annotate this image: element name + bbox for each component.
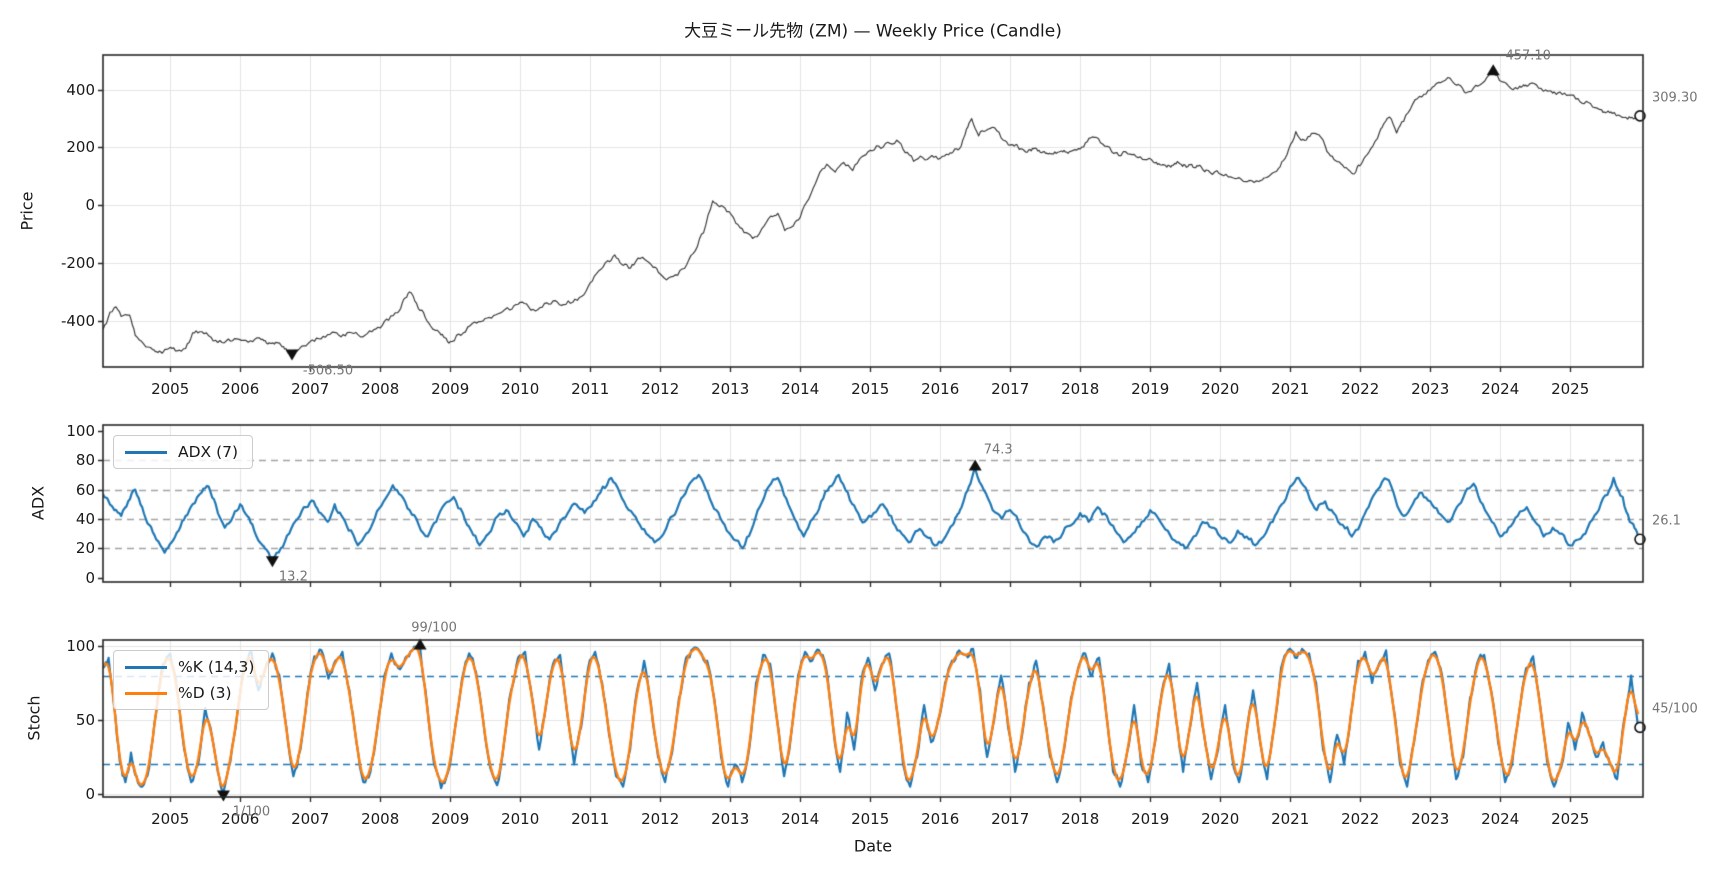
annotation-label: 309.30 xyxy=(1652,90,1698,106)
x-tick-label: 2025 xyxy=(1551,380,1590,398)
y-tick-label: 20 xyxy=(75,539,95,558)
y-tick-label: 40 xyxy=(75,509,95,528)
x-tick-label: 2017 xyxy=(991,810,1030,828)
x-tick-label: 2010 xyxy=(501,810,540,828)
stoch-d-legend-label: %D (3) xyxy=(178,684,232,702)
x-tick-label: 2012 xyxy=(641,380,680,398)
x-tick-label: 2006 xyxy=(221,380,260,398)
x-tick-label: 2023 xyxy=(1411,380,1450,398)
annotation-label: 74.3 xyxy=(983,442,1013,458)
x-tick-label: 2015 xyxy=(851,380,890,398)
x-tick-label: 2024 xyxy=(1481,380,1520,398)
x-tick-label: 2016 xyxy=(921,810,960,828)
y-tick-label: 400 xyxy=(66,80,95,99)
x-tick-label: 2005 xyxy=(151,810,190,828)
x-tick-label: 2009 xyxy=(431,380,470,398)
x-tick-label: 2018 xyxy=(1061,380,1100,398)
x-tick-label: 2021 xyxy=(1271,380,1310,398)
x-tick-label: 2007 xyxy=(291,380,330,398)
x-tick-label: 2006 xyxy=(221,810,260,828)
annotation-label: 26.1 xyxy=(1652,513,1681,529)
y-tick-label: 0 xyxy=(85,785,95,804)
stoch-axis-label: Stoch xyxy=(24,695,44,741)
x-tick-label: 2008 xyxy=(361,810,400,828)
x-tick-label: 2014 xyxy=(781,810,820,828)
date-axis-label: Date xyxy=(853,836,893,856)
x-tick-label: 2012 xyxy=(641,810,680,828)
x-tick-label: 2020 xyxy=(1201,810,1240,828)
x-tick-label: 2007 xyxy=(291,810,330,828)
y-tick-label: 200 xyxy=(66,138,95,157)
x-tick-label: 2013 xyxy=(711,810,750,828)
annotation-label: 45/100 xyxy=(1652,701,1698,717)
stoch-k-legend-label: %K (14,3) xyxy=(178,658,255,676)
adx-legend: ADX (7) xyxy=(113,435,254,469)
x-tick-label: 2021 xyxy=(1271,810,1310,828)
x-tick-label: 2023 xyxy=(1411,810,1450,828)
adx-axis-label: ADX xyxy=(28,485,48,521)
x-tick-label: 2011 xyxy=(571,810,610,828)
x-tick-label: 2013 xyxy=(711,380,750,398)
y-tick-label: 80 xyxy=(75,451,95,470)
annotation-label: 1/100 xyxy=(232,804,271,820)
stoch-d-legend-entry: %D (3) xyxy=(125,684,254,702)
y-tick-label: 100 xyxy=(66,421,95,440)
stoch-d-line-swatch xyxy=(125,691,167,695)
x-tick-label: 2015 xyxy=(851,810,890,828)
x-tick-label: 2019 xyxy=(1131,810,1170,828)
y-tick-label: 50 xyxy=(75,710,95,729)
x-tick-label: 2011 xyxy=(571,380,610,398)
y-tick-label: 60 xyxy=(75,480,95,499)
stoch-k-legend-entry: %K (14,3) xyxy=(125,658,254,676)
annotation-label: -506.50 xyxy=(302,363,354,379)
x-tick-label: 2014 xyxy=(781,380,820,398)
x-tick-label: 2019 xyxy=(1131,380,1170,398)
y-tick-label: 0 xyxy=(85,568,95,587)
y-tick-label: 0 xyxy=(85,196,95,215)
x-tick-label: 2010 xyxy=(501,380,540,398)
x-tick-label: 2020 xyxy=(1201,380,1240,398)
stoch-legend: %K (14,3) %D (3) xyxy=(113,650,270,710)
x-tick-label: 2008 xyxy=(361,380,400,398)
x-tick-label: 2024 xyxy=(1481,810,1520,828)
y-tick-label: -400 xyxy=(60,311,95,330)
x-tick-label: 2018 xyxy=(1061,810,1100,828)
adx-legend-entry: ADX (7) xyxy=(125,443,238,461)
x-tick-label: 2022 xyxy=(1341,380,1380,398)
annotation-label: 457.10 xyxy=(1505,48,1551,64)
x-tick-label: 2025 xyxy=(1551,810,1590,828)
adx-legend-label: ADX (7) xyxy=(178,443,239,461)
stoch-k-line-swatch xyxy=(125,665,167,669)
y-tick-label: 100 xyxy=(66,636,95,655)
x-tick-label: 2009 xyxy=(431,810,470,828)
adx-line-swatch xyxy=(125,450,167,454)
annotation-label: 13.2 xyxy=(278,569,308,585)
x-tick-label: 2022 xyxy=(1341,810,1380,828)
y-tick-label: -200 xyxy=(60,254,95,272)
chart-title: 大豆ミール先物 (ZM) — Weekly Price (Candle) xyxy=(684,21,1062,42)
price-axis-label: Price xyxy=(17,191,37,231)
annotation-label: 99/100 xyxy=(411,620,457,636)
x-tick-label: 2017 xyxy=(991,380,1030,398)
x-tick-label: 2016 xyxy=(921,380,960,398)
x-tick-label: 2005 xyxy=(151,380,190,398)
